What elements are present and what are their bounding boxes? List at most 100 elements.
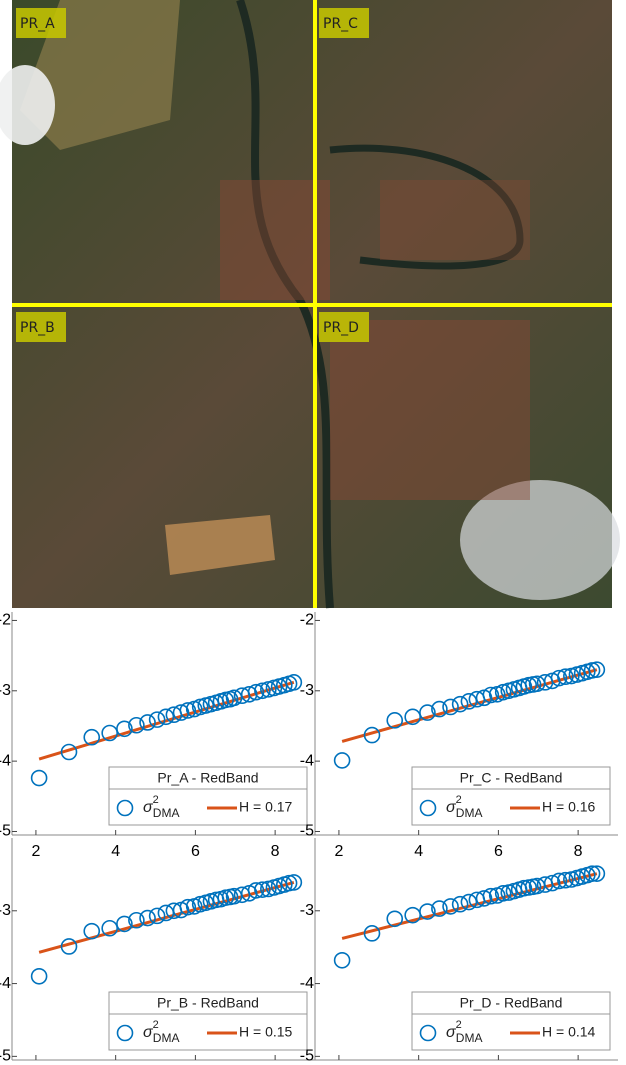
legend-symbol: σ: [143, 1024, 154, 1041]
fit-line: [38, 680, 295, 761]
x-tick-label: 6: [494, 843, 503, 860]
x-tick-label: 4: [414, 843, 423, 860]
y-tick-label: -4: [0, 752, 11, 769]
fit-line: [341, 668, 598, 743]
x-tick-label: 8: [574, 843, 583, 860]
legend-marker: [116, 799, 134, 817]
data-point: [419, 903, 436, 920]
data-point: [363, 726, 381, 744]
data-point: [60, 743, 78, 761]
legend-sup: 2: [153, 794, 159, 806]
data-point: [431, 900, 448, 917]
data-point: [148, 907, 166, 925]
data-point: [431, 700, 448, 718]
y-tick-label: -5: [300, 1048, 314, 1065]
legend-sup: 2: [456, 1019, 462, 1031]
data-point: [442, 898, 459, 915]
data-point: [460, 893, 478, 911]
data-point: [442, 698, 459, 716]
y-tick-label: -5: [0, 1048, 11, 1065]
satellite-image: [0, 0, 620, 609]
data-point: [543, 874, 561, 892]
legend-box: [411, 991, 611, 1051]
data-point: [285, 874, 303, 891]
legend-marker: [419, 799, 437, 817]
data-point: [240, 686, 258, 703]
data-point: [588, 865, 606, 882]
legend-box: [108, 991, 308, 1051]
label-box: [16, 312, 66, 342]
data-point: [404, 708, 421, 726]
legend-label: H = 0.14: [542, 1024, 596, 1040]
data-point: [247, 683, 265, 701]
data-point: [30, 967, 48, 985]
data-point: [179, 898, 197, 916]
y-tick-label: -5: [0, 823, 11, 840]
legend-sub: DMA: [153, 1031, 180, 1045]
y-tick-label: -4: [300, 975, 314, 992]
legend-title: Pr_D - RedBand: [460, 995, 563, 1011]
data-point: [60, 938, 78, 955]
y-tick-label: -4: [0, 975, 11, 992]
data-point: [30, 769, 48, 787]
legend-sup: 2: [153, 1019, 159, 1031]
x-tick-label: 8: [271, 843, 280, 860]
y-tick-label: -2: [0, 612, 11, 629]
legend-symbol: σ: [446, 1024, 457, 1041]
data-point: [451, 895, 469, 913]
x-tick-label: 2: [334, 843, 343, 860]
legend-marker: [116, 1024, 134, 1042]
legend-label: H = 0.15: [239, 1024, 293, 1040]
data-point: [225, 689, 243, 707]
x-tick-label: 2: [31, 843, 40, 860]
y-tick-label: -3: [300, 902, 314, 919]
data-point: [179, 702, 197, 719]
data-point: [363, 925, 381, 942]
fit-line: [38, 880, 295, 954]
data-point: [128, 911, 145, 929]
y-tick-label: -2: [300, 612, 314, 629]
legend-box: [411, 766, 611, 826]
legend-symbol: σ: [446, 799, 457, 816]
data-point: [482, 686, 500, 704]
fit-line: [341, 872, 598, 940]
label-box: [319, 312, 369, 342]
quadrant-label: PR_D: [323, 320, 359, 336]
legend-label: σ2 DMA: [143, 1019, 179, 1045]
y-tick-label: -4: [300, 752, 314, 769]
legend-symbol: σ: [143, 799, 154, 816]
data-point: [583, 865, 601, 882]
data-point: [116, 915, 133, 933]
data-point: [83, 728, 101, 746]
x-tick-label: 4: [111, 843, 120, 860]
quadrant-label: PR_A: [20, 16, 55, 32]
data-point: [83, 922, 101, 940]
data-point: [247, 882, 265, 899]
data-point: [550, 872, 568, 890]
data-point: [505, 681, 523, 698]
data-point: [583, 662, 601, 679]
data-point: [482, 887, 500, 905]
data-point: [550, 669, 568, 687]
legend-label: σ2 DMA: [143, 794, 179, 820]
x-tick-label: 6: [191, 843, 200, 860]
data-point: [333, 951, 351, 969]
data-point: [285, 674, 303, 691]
legend-box: [108, 766, 308, 826]
legend-sub: DMA: [456, 1031, 483, 1045]
data-point: [128, 716, 145, 734]
data-point: [172, 704, 190, 721]
data-point: [139, 714, 156, 731]
data-point: [157, 708, 175, 726]
quadrant-label: PR_C: [323, 16, 358, 32]
data-point: [254, 881, 271, 898]
y-tick-label: -5: [300, 823, 314, 840]
data-point: [460, 693, 478, 710]
